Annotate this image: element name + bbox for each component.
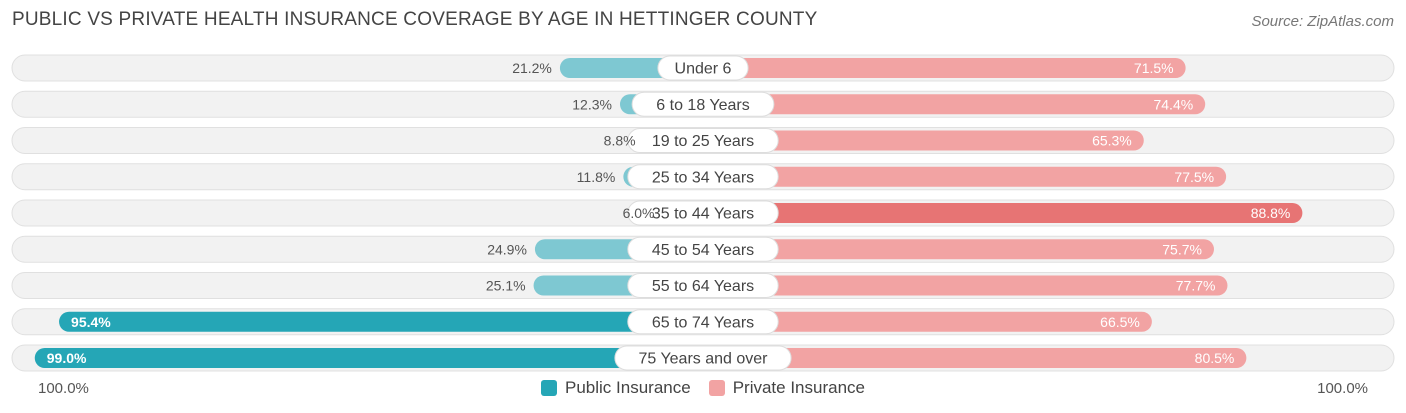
category-label: 25 to 34 Years bbox=[652, 169, 754, 186]
legend-item-public: Public Insurance bbox=[541, 378, 691, 398]
bar-private bbox=[703, 239, 1214, 260]
bar-private bbox=[703, 130, 1144, 151]
value-label-private: 71.5% bbox=[1134, 60, 1174, 76]
category-pill bbox=[631, 91, 775, 117]
axis-left-label: 100.0% bbox=[38, 380, 89, 397]
value-label-private: 65.3% bbox=[1092, 133, 1132, 149]
bar-private bbox=[703, 58, 1186, 78]
category-pill bbox=[627, 309, 779, 335]
bar-private bbox=[703, 203, 1303, 223]
category-pill bbox=[627, 200, 779, 226]
category-label: 35 to 44 Years bbox=[652, 206, 754, 223]
value-label-private: 74.4% bbox=[1153, 96, 1193, 112]
category-label: 6 to 18 Years bbox=[656, 97, 749, 114]
value-label-public: 6.0% bbox=[623, 205, 655, 221]
value-label-public: 11.8% bbox=[577, 169, 616, 185]
category-label: 45 to 54 Years bbox=[652, 242, 754, 259]
category-pill bbox=[627, 164, 779, 190]
category-label: 19 to 25 Years bbox=[652, 133, 754, 150]
category-pill bbox=[627, 273, 779, 298]
category-pill bbox=[657, 55, 749, 81]
legend-label-public: Public Insurance bbox=[565, 378, 691, 397]
legend-item-private: Private Insurance bbox=[708, 378, 865, 398]
value-label-public: 99.0% bbox=[47, 350, 87, 366]
category-label: 65 to 74 Years bbox=[652, 314, 754, 331]
bar-private bbox=[703, 166, 1227, 187]
source-label: Source: ZipAtlas.com bbox=[1251, 13, 1394, 30]
value-label-public: 24.9% bbox=[487, 241, 527, 257]
value-label-private: 66.5% bbox=[1100, 314, 1140, 330]
legend-label-private: Private Insurance bbox=[732, 378, 865, 397]
value-label-public: 95.4% bbox=[71, 314, 111, 330]
bar-public bbox=[34, 348, 703, 368]
chart-title: PUBLIC VS PRIVATE HEALTH INSURANCE COVER… bbox=[12, 9, 818, 30]
value-label-public: 12.3% bbox=[572, 96, 612, 112]
value-label-private: 75.7% bbox=[1162, 241, 1202, 257]
bar-private bbox=[703, 311, 1152, 332]
category-label: Under 6 bbox=[675, 61, 732, 78]
category-label: 75 Years and over bbox=[639, 351, 769, 368]
bar-private bbox=[703, 348, 1247, 368]
bar-public bbox=[59, 311, 704, 332]
value-label-public: 25.1% bbox=[486, 278, 526, 294]
value-label-private: 77.7% bbox=[1176, 278, 1216, 294]
category-pill bbox=[627, 128, 779, 153]
bar-private bbox=[703, 275, 1228, 296]
value-label-public: 21.2% bbox=[512, 60, 552, 76]
category-pill bbox=[614, 345, 792, 371]
value-label-public: 8.8% bbox=[604, 133, 636, 149]
legend: Public Insurance Private Insurance bbox=[0, 378, 1406, 398]
legend-swatch-public bbox=[541, 380, 557, 396]
value-label-private: 88.8% bbox=[1251, 205, 1291, 221]
category-label: 55 to 64 Years bbox=[652, 278, 754, 295]
axis-right-label: 100.0% bbox=[1317, 380, 1368, 397]
legend-swatch-private bbox=[708, 380, 725, 396]
chart-area: Under 6 21.2% 71.5% 6 to 18 Years 12.3% 74.4%… bbox=[11, 54, 1395, 372]
bar-private bbox=[703, 94, 1206, 115]
value-label-private: 77.5% bbox=[1174, 169, 1214, 185]
value-label-private: 80.5% bbox=[1195, 350, 1235, 366]
category-pill bbox=[627, 236, 779, 262]
